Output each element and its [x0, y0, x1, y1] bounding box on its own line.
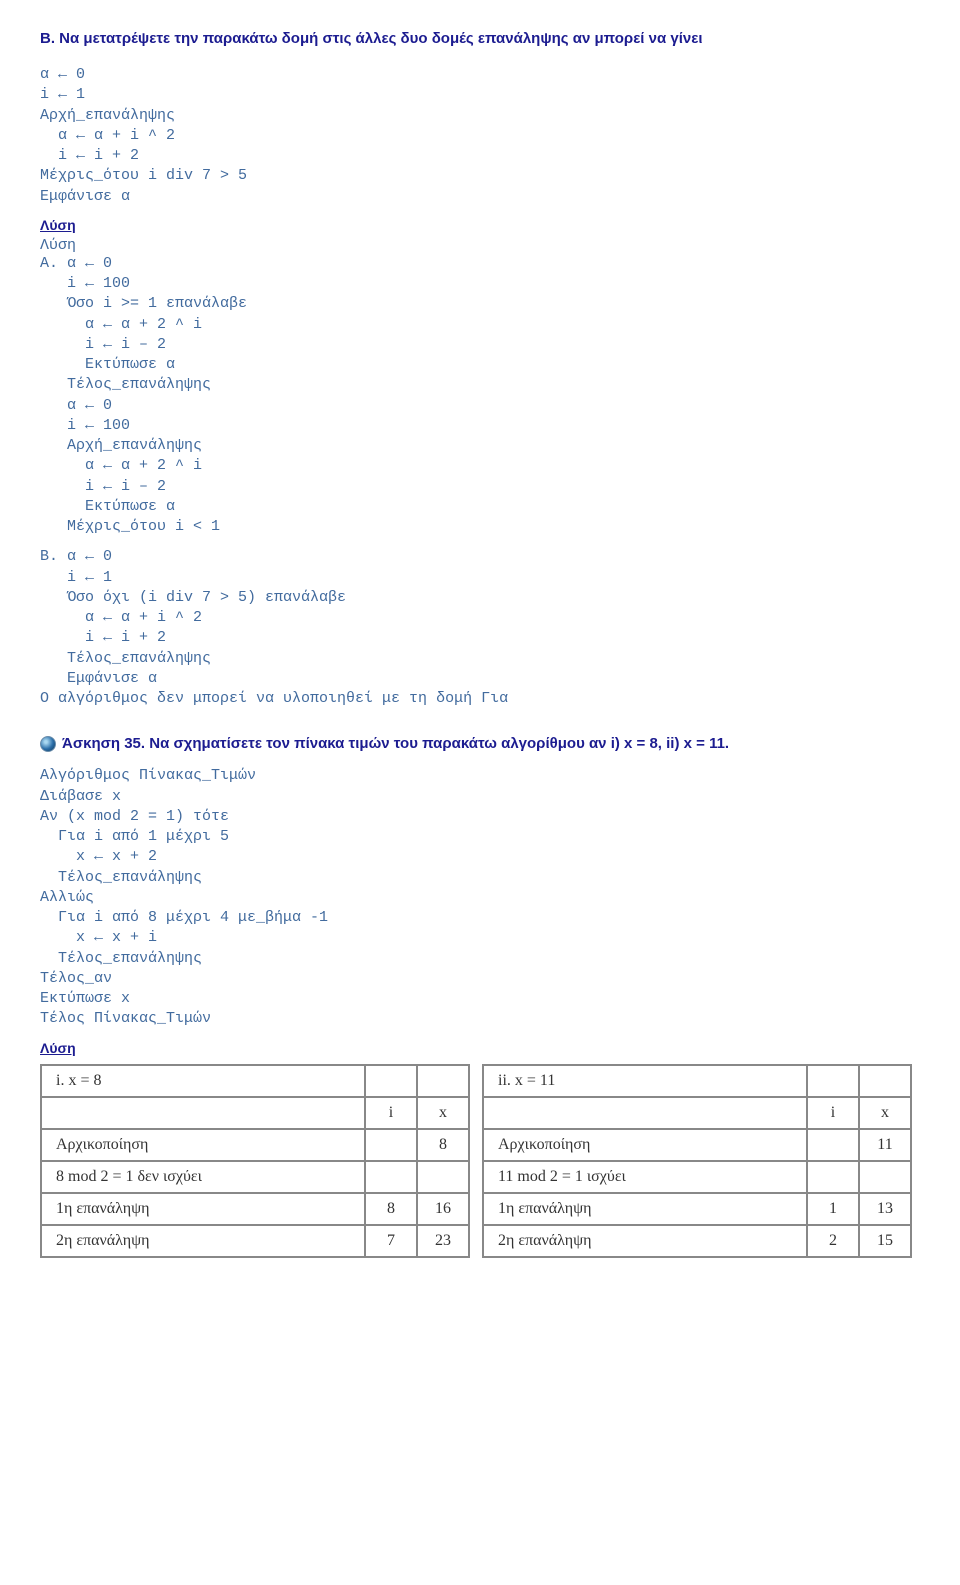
- solution-inline: Λύση: [40, 237, 920, 254]
- table-row: 11 mod 2 = 1 ισχύει: [483, 1161, 807, 1193]
- table-row: 2η επανάληψη: [41, 1225, 365, 1257]
- table-row: 2η επανάληψη: [483, 1225, 807, 1257]
- table-right: ii. x = 11 i x Αρχικοποίηση 11 11 mod 2 …: [482, 1064, 912, 1258]
- table-left-title: i. x = 8: [41, 1065, 365, 1097]
- tables-row: i. x = 8 i x Αρχικοποίηση 8 8 mod 2 = 1 …: [40, 1064, 920, 1258]
- ex35-title: Άσκηση 35. Να σχηματίσετε τον πίνακα τιμ…: [62, 735, 729, 752]
- sphere-icon: [40, 736, 56, 752]
- col-header-x: x: [417, 1097, 469, 1129]
- section-b-code1: α ← 0 i ← 1 Αρχή_επανάληψης α ← α + i ^ …: [40, 65, 920, 207]
- section-b-codeB: Β. α ← 0 i ← 1 Όσο όχι (i div 7 > 5) επα…: [40, 547, 920, 709]
- table-row: Αρχικοποίηση: [41, 1129, 365, 1161]
- section-b-title: Β. Να μετατρέψετε την παρακάτω δομή στις…: [40, 30, 920, 47]
- col-header-x: x: [859, 1097, 911, 1129]
- solution-label-1: Λύση: [40, 217, 920, 233]
- col-header-i: i: [365, 1097, 417, 1129]
- table-right-title: ii. x = 11: [483, 1065, 807, 1097]
- table-row: 8 mod 2 = 1 δεν ισχύει: [41, 1161, 365, 1193]
- solution-label-2: Λύση: [40, 1040, 920, 1056]
- table-row: Αρχικοποίηση: [483, 1129, 807, 1161]
- table-left: i. x = 8 i x Αρχικοποίηση 8 8 mod 2 = 1 …: [40, 1064, 470, 1258]
- col-header-i: i: [807, 1097, 859, 1129]
- section-b-codeA: Α. α ← 0 i ← 100 Όσο i >= 1 επανάλαβε α …: [40, 254, 920, 538]
- table-row: 1η επανάληψη: [483, 1193, 807, 1225]
- ex35-code: Αλγόριθμος Πίνακας_Τιμών Διάβασε x Αν (x…: [40, 766, 920, 1029]
- table-row: 1η επανάληψη: [41, 1193, 365, 1225]
